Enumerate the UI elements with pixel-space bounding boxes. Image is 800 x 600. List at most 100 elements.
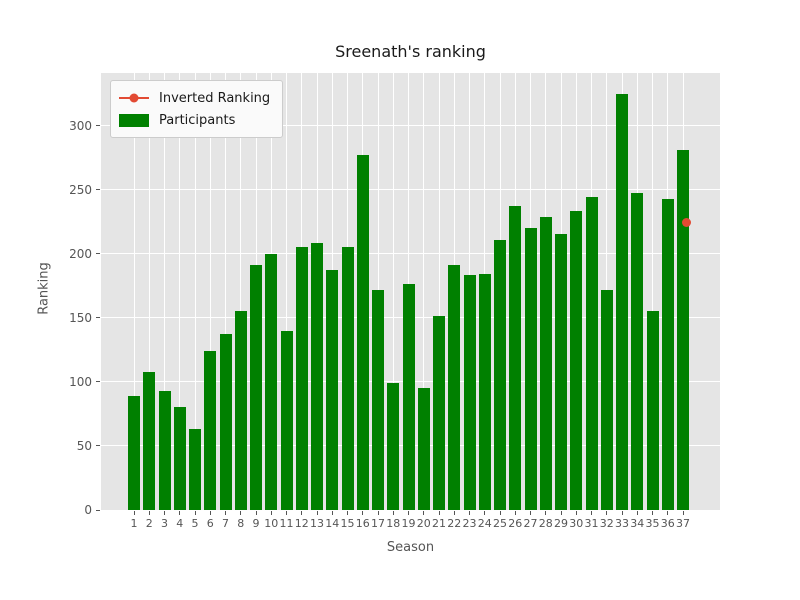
x-tick-label-20: 20 [416, 517, 431, 530]
bar-season-16 [356, 155, 369, 510]
bar-season-17 [372, 289, 384, 510]
bar-season-9 [250, 265, 262, 510]
inverted-ranking-point-season-37 [681, 218, 691, 228]
x-tick-label-5: 5 [191, 517, 199, 530]
bar-season-15 [341, 247, 354, 510]
x-tick-label-4: 4 [176, 517, 184, 530]
x-tick-mark-6 [209, 511, 211, 515]
x-tick-mark-21 [438, 511, 440, 515]
plot-area: Inverted Ranking Participants [101, 73, 720, 511]
bar-season-14 [326, 270, 339, 510]
x-tick-mark-37 [682, 511, 684, 515]
y-tick-label-200: 200 [69, 246, 92, 261]
bar-season-29 [555, 234, 567, 510]
x-tick-mark-20 [423, 511, 425, 515]
x-tick-label-7: 7 [222, 517, 229, 530]
x-tick-label-34: 34 [630, 517, 645, 530]
x-tick-mark-12 [301, 511, 303, 515]
bar-season-33 [616, 93, 628, 510]
x-tick-label-27: 27 [523, 517, 538, 530]
bar-season-5 [189, 429, 201, 510]
x-tick-label-16: 16 [355, 517, 370, 530]
x-tick-mark-35 [652, 511, 653, 515]
x-tick-mark-23 [469, 511, 470, 515]
x-tick-label-30: 30 [569, 517, 584, 530]
x-tick-mark-27 [530, 511, 531, 515]
x-tick-mark-34 [636, 511, 638, 515]
x-tick-label-24: 24 [477, 517, 492, 530]
x-tick-mark-3 [164, 511, 165, 515]
x-tick-mark-26 [514, 511, 516, 515]
x-tick-mark-25 [499, 511, 501, 515]
x-tick-mark-15 [347, 511, 348, 515]
x-tick-label-12: 12 [294, 517, 309, 530]
gridline-x-20 [423, 73, 425, 510]
x-tick-mark-29 [560, 511, 562, 515]
y-tick-mark-50 [96, 445, 100, 447]
gridline-x-6 [209, 73, 211, 510]
gridline-x-21 [438, 73, 440, 510]
x-tick-label-28: 28 [538, 517, 553, 530]
bar-season-11 [280, 330, 293, 510]
x-tick-mark-9 [255, 511, 257, 515]
x-tick-label-3: 3 [161, 517, 168, 530]
x-tick-label-18: 18 [386, 517, 401, 530]
x-tick-mark-32 [606, 511, 608, 515]
gridline-x-2 [148, 73, 150, 510]
gridline-x-11 [286, 73, 287, 510]
legend: Inverted Ranking Participants [110, 80, 284, 138]
x-tick-label-15: 15 [340, 517, 355, 530]
y-tick-mark-0 [96, 509, 100, 511]
x-tick-label-21: 21 [432, 517, 446, 530]
x-tick-mark-16 [362, 511, 364, 515]
bar-season-36 [661, 198, 674, 510]
y-tick-label-50: 50 [76, 438, 92, 453]
x-tick-mark-5 [194, 511, 196, 515]
gridline-x-4 [179, 73, 181, 510]
bar-season-37 [677, 149, 689, 510]
x-tick-label-13: 13 [310, 517, 324, 530]
x-tick-label-32: 32 [599, 517, 614, 530]
x-tick-label-26: 26 [508, 517, 523, 530]
x-tick-label-22: 22 [447, 517, 462, 530]
bar-season-12 [295, 247, 308, 510]
legend-label: Participants [159, 112, 236, 128]
x-axis-label: Season [386, 540, 435, 555]
bar-season-27 [524, 228, 537, 510]
bar-season-25 [494, 239, 506, 510]
x-tick-label-35: 35 [645, 517, 660, 530]
bar-season-1 [128, 395, 140, 510]
x-tick-mark-19 [408, 511, 409, 515]
x-tick-mark-17 [377, 511, 379, 515]
x-tick-label-17: 17 [371, 517, 385, 530]
bar-season-8 [234, 311, 247, 510]
gridline-x-35 [652, 73, 653, 510]
y-tick-label-300: 300 [69, 118, 92, 133]
x-tick-mark-8 [240, 511, 242, 515]
gridline-y-300 [101, 125, 720, 127]
bar-season-26 [509, 206, 522, 510]
x-tick-mark-28 [545, 511, 547, 515]
gridline-x-1 [133, 73, 135, 510]
x-tick-mark-7 [225, 511, 226, 515]
bar-season-31 [585, 197, 598, 510]
x-tick-mark-33 [621, 511, 623, 515]
bar-season-22 [448, 265, 461, 510]
bar-season-13 [311, 243, 323, 510]
bar-season-3 [158, 390, 171, 510]
gridline-x-8 [240, 73, 242, 510]
y-tick-label-250: 250 [69, 182, 92, 197]
bar-season-24 [478, 274, 491, 510]
y-tick-label-0: 0 [84, 503, 92, 517]
y-tick-mark-200 [96, 253, 100, 255]
x-tick-mark-13 [316, 511, 318, 515]
x-tick-label-29: 29 [554, 517, 568, 530]
y-tick-mark-300 [96, 125, 100, 127]
bar-season-6 [204, 351, 217, 510]
x-tick-mark-2 [148, 511, 150, 515]
bar-season-4 [173, 407, 186, 510]
x-tick-mark-36 [667, 511, 669, 515]
bar-season-35 [646, 311, 659, 510]
legend-label: Inverted Ranking [159, 90, 271, 106]
